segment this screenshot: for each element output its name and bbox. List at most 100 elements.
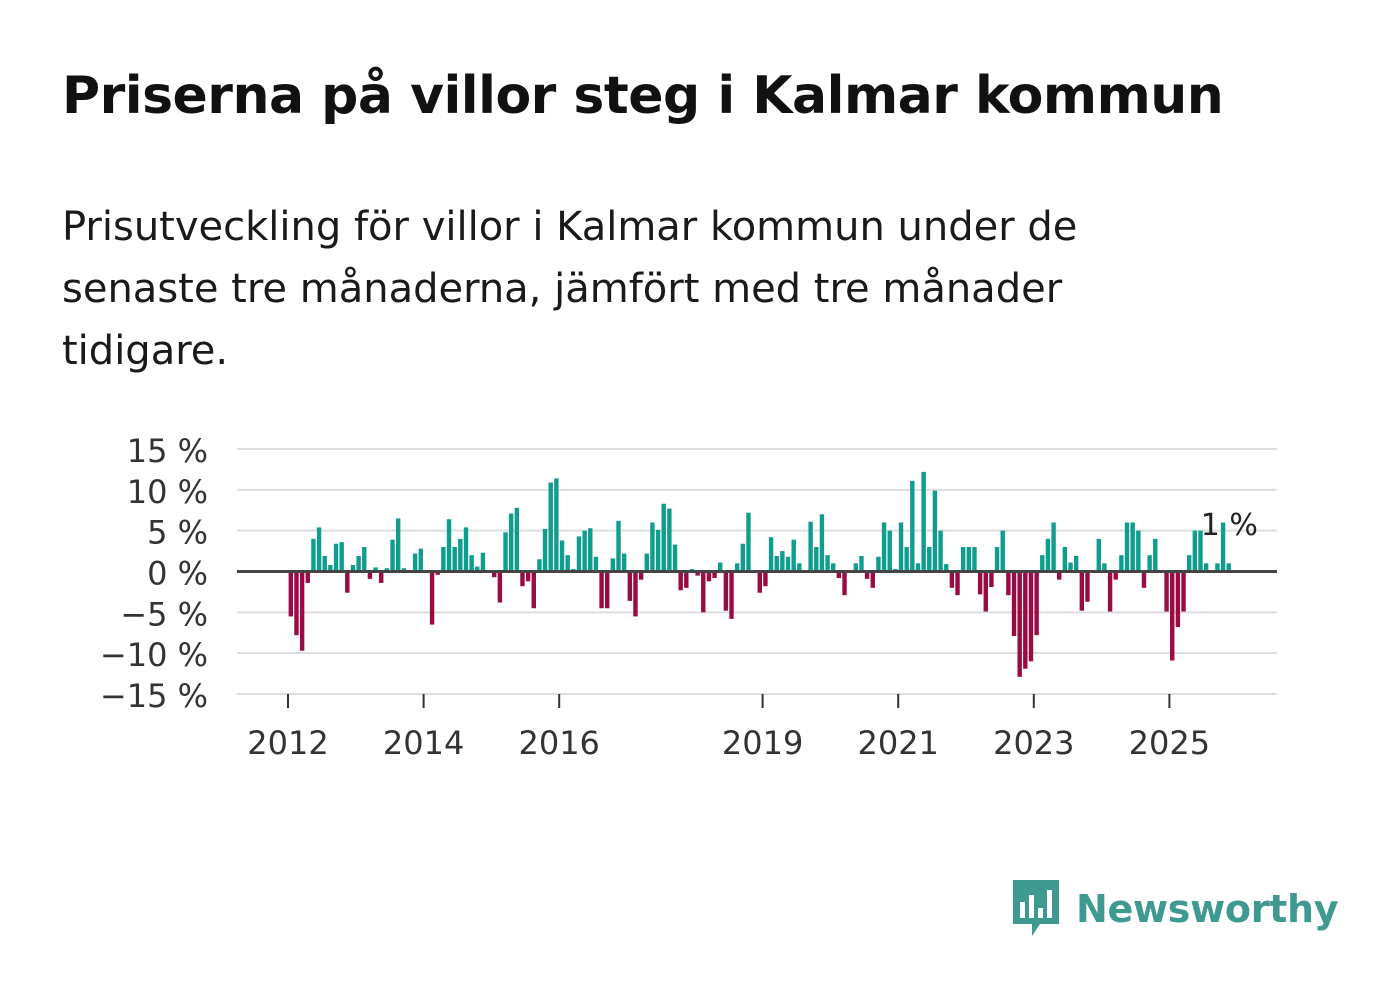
- bar: [429, 571, 435, 625]
- bar: [345, 571, 350, 593]
- bar: [576, 536, 582, 572]
- bar: [537, 559, 542, 572]
- bar: [808, 521, 813, 572]
- bar: [718, 562, 723, 572]
- newsworthy-logo-icon: [1013, 880, 1059, 936]
- bar: [819, 514, 825, 572]
- bar: [610, 558, 616, 572]
- bar: [379, 571, 384, 583]
- bar: [983, 571, 988, 612]
- bar: [667, 508, 672, 572]
- bar: [373, 567, 378, 572]
- x-tick-label: 2019: [722, 724, 803, 762]
- bar: [520, 571, 525, 587]
- bar: [508, 513, 514, 572]
- y-tick-label: 15 %: [127, 432, 208, 470]
- bar: [723, 571, 729, 611]
- bar: [1023, 571, 1028, 669]
- x-tick-label: 2025: [1129, 724, 1210, 762]
- bar: [853, 563, 859, 572]
- brand-name: Newsworthy: [1076, 887, 1339, 931]
- bar: [401, 568, 407, 572]
- bar: [701, 571, 706, 613]
- annotation: 1 %: [1201, 508, 1258, 543]
- bar: [299, 571, 305, 651]
- y-axis-labels: 15 %10 %5 %0 %−5 %−10 %−15 %: [100, 432, 208, 715]
- bar: [960, 547, 966, 572]
- bar: [763, 571, 768, 587]
- bar: [638, 571, 644, 580]
- bar: [1170, 571, 1175, 661]
- bar: [1057, 571, 1062, 580]
- x-tick-label: 2021: [857, 724, 938, 762]
- bar: [311, 538, 316, 572]
- y-tick-label: −15 %: [100, 677, 208, 715]
- bar: [446, 519, 452, 572]
- bar: [955, 571, 960, 596]
- bar: [514, 507, 520, 572]
- bar: [294, 571, 299, 636]
- bar: [390, 539, 395, 572]
- bar: [1062, 547, 1068, 572]
- x-tick-label: 2016: [518, 724, 599, 762]
- bar: [938, 530, 943, 572]
- bar: [384, 568, 390, 572]
- bar: [322, 555, 327, 572]
- y-tick-label: −5 %: [120, 595, 208, 633]
- bar: [542, 529, 548, 572]
- bar: [859, 555, 864, 572]
- bar: [492, 571, 497, 578]
- bar: [831, 563, 836, 572]
- grid-lines: [237, 448, 1277, 695]
- bar: [1028, 571, 1034, 662]
- bar: [774, 555, 779, 572]
- bar: [1073, 555, 1079, 572]
- bar: [1136, 530, 1141, 572]
- bar: [842, 571, 847, 596]
- bar: [989, 571, 994, 588]
- bar: [1147, 555, 1152, 572]
- bar: [887, 530, 892, 572]
- bar: [870, 571, 875, 588]
- bars: [288, 471, 1231, 677]
- bar: [1006, 571, 1011, 596]
- bar: [780, 551, 785, 572]
- bar: [621, 553, 627, 572]
- bar: [1034, 571, 1039, 636]
- bar: [333, 543, 339, 572]
- bar: [469, 555, 474, 572]
- bar: [367, 571, 373, 579]
- bar: [655, 529, 661, 572]
- bar: [305, 571, 310, 583]
- bar: [1124, 522, 1130, 572]
- bar: [559, 540, 565, 572]
- bar: [836, 571, 842, 579]
- bar: [412, 553, 418, 572]
- bar: [633, 571, 638, 617]
- bar: [881, 522, 887, 572]
- bar: [554, 478, 559, 572]
- bar: [1102, 563, 1107, 572]
- bar: [328, 564, 333, 572]
- bar: [616, 520, 621, 572]
- y-tick-label: 0 %: [147, 555, 208, 593]
- bar: [1198, 530, 1203, 572]
- bar: [627, 571, 633, 601]
- bar: [1051, 522, 1056, 572]
- bar: [977, 571, 983, 595]
- bar: [418, 548, 423, 572]
- chart-title: Priserna på villor steg i Kalmar kommun: [62, 66, 1224, 126]
- bar: [1079, 571, 1085, 611]
- bar: [1119, 555, 1124, 572]
- bar: [644, 553, 649, 572]
- bar: [1181, 571, 1186, 612]
- last-value-label: 1 %: [1201, 508, 1258, 543]
- bar: [593, 556, 599, 572]
- bar: [898, 522, 904, 572]
- bar: [565, 555, 570, 572]
- bar: [927, 547, 932, 572]
- x-tick-label: 2012: [247, 724, 328, 762]
- bar: [458, 538, 463, 572]
- bar: [910, 480, 915, 572]
